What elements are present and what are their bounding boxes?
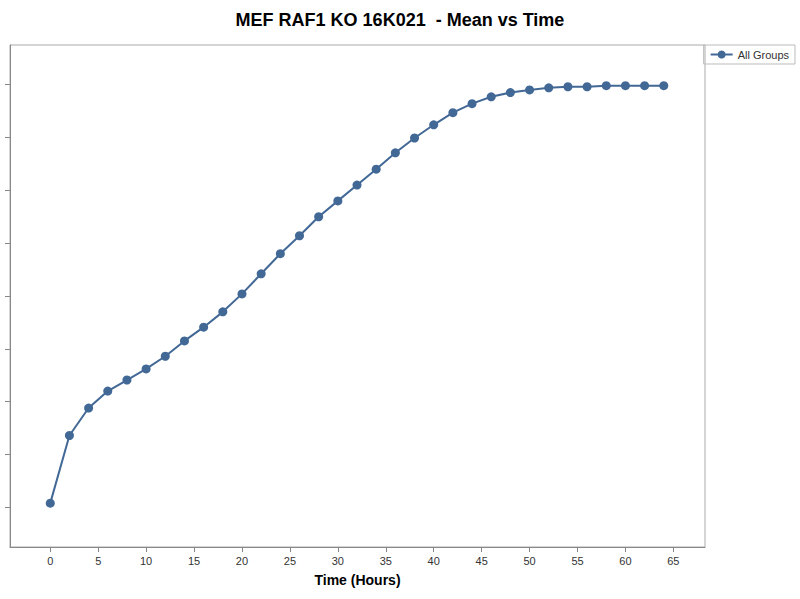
svg-text:10: 10 [140,555,152,567]
svg-text:60: 60 [619,555,631,567]
svg-text:30: 30 [332,555,344,567]
svg-text:Time (Hours): Time (Hours) [314,572,400,588]
svg-text:35: 35 [380,555,392,567]
svg-text:All Groups: All Groups [738,49,790,61]
svg-text:0: 0 [47,555,53,567]
svg-text:15: 15 [188,555,200,567]
svg-text:MEF RAF1 KO 16K021 - Mean vs: MEF RAF1 KO 16K021 - Mean vs Time [236,10,565,30]
svg-text:25: 25 [284,555,296,567]
svg-text:5: 5 [95,555,101,567]
svg-text:65: 65 [667,555,679,567]
svg-text:45: 45 [476,555,488,567]
svg-text:40: 40 [428,555,440,567]
svg-text:20: 20 [236,555,248,567]
svg-text:50: 50 [523,555,535,567]
svg-text:55: 55 [571,555,583,567]
